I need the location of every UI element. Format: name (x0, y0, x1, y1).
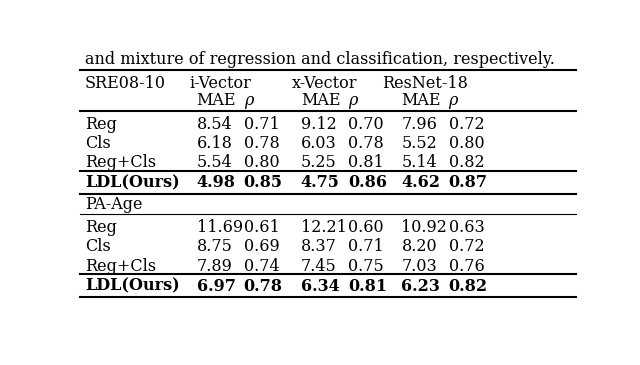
Text: 6.18: 6.18 (196, 135, 232, 152)
Text: Reg: Reg (85, 219, 117, 236)
Text: 6.03: 6.03 (301, 135, 337, 152)
Text: LDL(Ours): LDL(Ours) (85, 174, 180, 191)
Text: 0.80: 0.80 (449, 135, 484, 152)
Text: Reg+Cls: Reg+Cls (85, 154, 156, 172)
Text: 0.72: 0.72 (449, 238, 484, 255)
Text: 6.23: 6.23 (401, 277, 440, 295)
Text: 0.81: 0.81 (348, 154, 383, 172)
Text: 4.75: 4.75 (301, 174, 340, 191)
Text: ResNet-18: ResNet-18 (382, 75, 468, 92)
Text: 5.52: 5.52 (401, 135, 437, 152)
Text: 0.74: 0.74 (244, 258, 279, 274)
Text: Cls: Cls (85, 135, 111, 152)
Text: 9.12: 9.12 (301, 116, 337, 133)
Text: 5.25: 5.25 (301, 154, 337, 172)
Text: 8.20: 8.20 (401, 238, 437, 255)
Text: 11.69: 11.69 (196, 219, 243, 236)
Text: 7.03: 7.03 (401, 258, 437, 274)
Text: 4.98: 4.98 (196, 174, 236, 191)
Text: 6.97: 6.97 (196, 277, 236, 295)
Text: 12.21: 12.21 (301, 219, 347, 236)
Text: 0.78: 0.78 (348, 135, 383, 152)
Text: 8.37: 8.37 (301, 238, 337, 255)
Text: 0.82: 0.82 (449, 277, 488, 295)
Text: 0.87: 0.87 (449, 174, 488, 191)
Text: 0.61: 0.61 (244, 219, 280, 236)
Text: PA-Age: PA-Age (85, 196, 143, 213)
Text: 0.85: 0.85 (244, 174, 283, 191)
Text: Reg+Cls: Reg+Cls (85, 258, 156, 274)
Text: 0.80: 0.80 (244, 154, 279, 172)
Text: 0.70: 0.70 (348, 116, 383, 133)
Text: ρ: ρ (449, 92, 458, 108)
Text: 0.81: 0.81 (348, 277, 387, 295)
Text: ρ: ρ (348, 92, 357, 108)
Text: 7.96: 7.96 (401, 116, 437, 133)
Text: 0.86: 0.86 (348, 174, 387, 191)
Text: 0.78: 0.78 (244, 135, 280, 152)
Text: 0.71: 0.71 (348, 238, 383, 255)
Text: 0.71: 0.71 (244, 116, 280, 133)
Text: 5.14: 5.14 (401, 154, 437, 172)
Text: 8.75: 8.75 (196, 238, 232, 255)
Text: 10.92: 10.92 (401, 219, 447, 236)
Text: 7.89: 7.89 (196, 258, 232, 274)
Text: 0.76: 0.76 (449, 258, 484, 274)
Text: 0.63: 0.63 (449, 219, 484, 236)
Text: SRE08-10: SRE08-10 (85, 75, 166, 92)
Text: ρ: ρ (244, 92, 253, 108)
Text: 8.54: 8.54 (196, 116, 232, 133)
Text: x-Vector: x-Vector (292, 75, 357, 92)
Text: 0.75: 0.75 (348, 258, 383, 274)
Text: 7.45: 7.45 (301, 258, 337, 274)
Text: and mixture of regression and classification, respectively.: and mixture of regression and classifica… (85, 51, 555, 68)
Text: 5.54: 5.54 (196, 154, 232, 172)
Text: i-Vector: i-Vector (189, 75, 251, 92)
Text: 0.69: 0.69 (244, 238, 280, 255)
Text: 0.60: 0.60 (348, 219, 383, 236)
Text: Cls: Cls (85, 238, 111, 255)
Text: 0.78: 0.78 (244, 277, 283, 295)
Text: Reg: Reg (85, 116, 117, 133)
Text: MAE: MAE (196, 92, 236, 108)
Text: LDL(Ours): LDL(Ours) (85, 277, 180, 295)
Text: 6.34: 6.34 (301, 277, 339, 295)
Text: 4.62: 4.62 (401, 174, 440, 191)
Text: MAE: MAE (301, 92, 340, 108)
Text: 0.82: 0.82 (449, 154, 484, 172)
Text: 0.72: 0.72 (449, 116, 484, 133)
Text: MAE: MAE (401, 92, 441, 108)
